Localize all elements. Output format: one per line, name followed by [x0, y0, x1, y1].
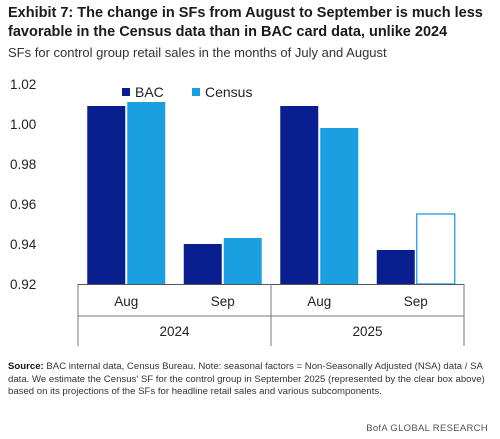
legend: BAC Census — [122, 84, 252, 100]
bar-census-sep-3 — [416, 213, 456, 285]
x-axis: Aug Sep Aug Sep 2024 2025 — [77, 284, 465, 346]
brand-label: BofA GLOBAL RESEARCH — [366, 423, 488, 434]
legend-label-bac: BAC — [135, 84, 164, 100]
bar-bac-aug-0 — [87, 106, 126, 284]
legend-swatch-bac — [122, 88, 130, 96]
bar-census-aug-2 — [320, 128, 359, 284]
y-tick-label: 0.92 — [10, 277, 36, 292]
group-label: 2024 — [159, 324, 190, 339]
group-label: 2025 — [352, 324, 382, 339]
y-tick-label: 1.00 — [10, 117, 36, 132]
x-tick-label: Sep — [404, 294, 428, 309]
bars — [87, 102, 456, 285]
x-tick-label: Sep — [211, 294, 235, 309]
source-label: Source: — [8, 361, 44, 372]
x-tick-label: Aug — [307, 294, 331, 309]
chart-subtitle: SFs for control group retail sales in th… — [8, 45, 387, 60]
y-tick-label: 0.96 — [10, 197, 36, 212]
bar-bac-aug-2 — [280, 106, 319, 284]
y-tick-label: 0.94 — [10, 237, 37, 252]
bar-bac-sep-1 — [183, 244, 222, 284]
source-note: Source: BAC internal data, Census Bureau… — [8, 361, 492, 399]
bar-census-sep-1 — [223, 238, 262, 284]
y-tick-label: 1.02 — [10, 77, 36, 92]
source-text: BAC internal data, Census Bureau. Note: … — [8, 361, 485, 398]
chart-title: Exhibit 7: The change in SFs from August… — [8, 5, 483, 40]
bar-bac-sep-3 — [376, 250, 415, 284]
bar-census-aug-0 — [127, 102, 166, 284]
y-axis: 0.92 0.94 0.96 0.98 1.00 1.02 — [10, 77, 37, 292]
x-tick-label: Aug — [114, 294, 138, 309]
y-tick-label: 0.98 — [10, 157, 36, 172]
legend-label-census: Census — [205, 84, 252, 100]
legend-swatch-census — [192, 88, 200, 96]
bar-chart: 0.92 0.94 0.96 0.98 1.00 1.02 Aug Sep Aug Sep 202… — [10, 77, 465, 346]
